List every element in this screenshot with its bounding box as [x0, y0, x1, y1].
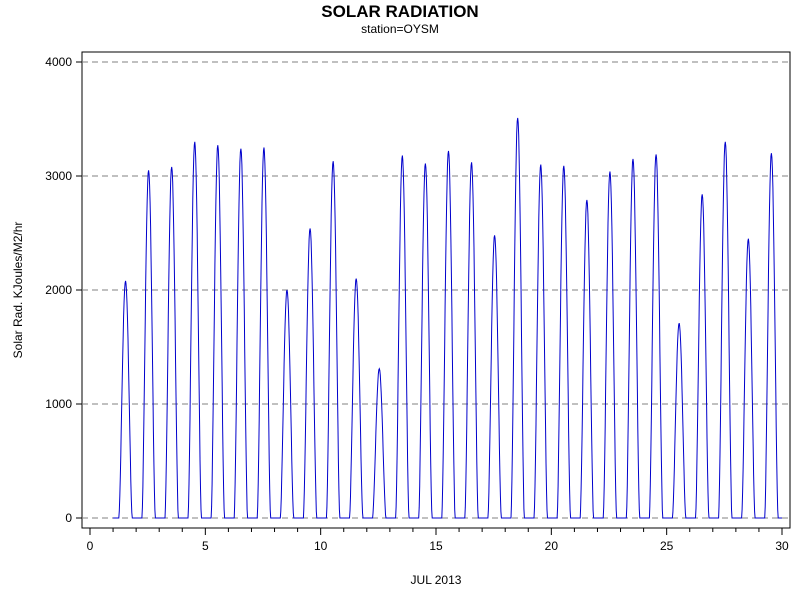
y-tick-label: 2000 [45, 283, 72, 297]
y-tick-label: 4000 [45, 55, 72, 69]
x-tick-label: 30 [775, 539, 789, 553]
x-axis-label: JUL 2013 [411, 573, 462, 587]
y-axis: 0 1000 2000 3000 4000 [45, 55, 82, 525]
solar-radiation-line [113, 117, 782, 519]
x-tick-label: 25 [660, 539, 674, 553]
y-tick-label: 0 [65, 511, 72, 525]
y-axis-label: Solar Rad. KJoules/M2/hr [11, 222, 25, 359]
y-tick-label: 1000 [45, 397, 72, 411]
x-tick-label: 10 [314, 539, 328, 553]
chart-subtitle: station=OYSM [361, 22, 439, 36]
x-tick-label: 15 [429, 539, 443, 553]
x-tick-label: 0 [87, 539, 94, 553]
chart-title: SOLAR RADIATION [321, 2, 479, 21]
x-tick-label: 5 [202, 539, 209, 553]
y-tick-label: 3000 [45, 169, 72, 183]
x-axis: 0 5 10 15 20 25 30 [87, 528, 789, 553]
x-tick-label: 20 [545, 539, 559, 553]
